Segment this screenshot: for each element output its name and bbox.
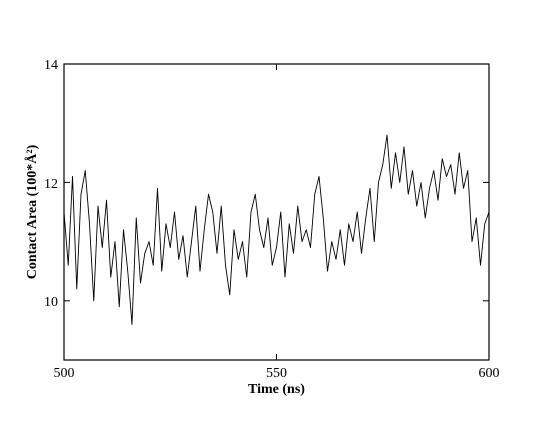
x-tick-label-600: 600 bbox=[479, 366, 500, 381]
x-axis-ticks: 500 550 600 bbox=[54, 366, 500, 381]
x-axis-label: Time (ns) bbox=[248, 382, 305, 397]
y-axis-ticks: 10 12 14 bbox=[44, 58, 58, 310]
plot-frame bbox=[63, 63, 490, 361]
y-tick-label-14: 14 bbox=[44, 58, 58, 73]
y-tick-label-12: 12 bbox=[44, 177, 58, 192]
y-tick-label-10: 10 bbox=[44, 295, 58, 310]
series-line bbox=[63, 134, 490, 325]
y-axis-label: Contact Area (100*Å²) bbox=[24, 144, 40, 279]
x-tick-label-550: 550 bbox=[266, 366, 287, 381]
x-tick-label-500: 500 bbox=[54, 366, 75, 381]
